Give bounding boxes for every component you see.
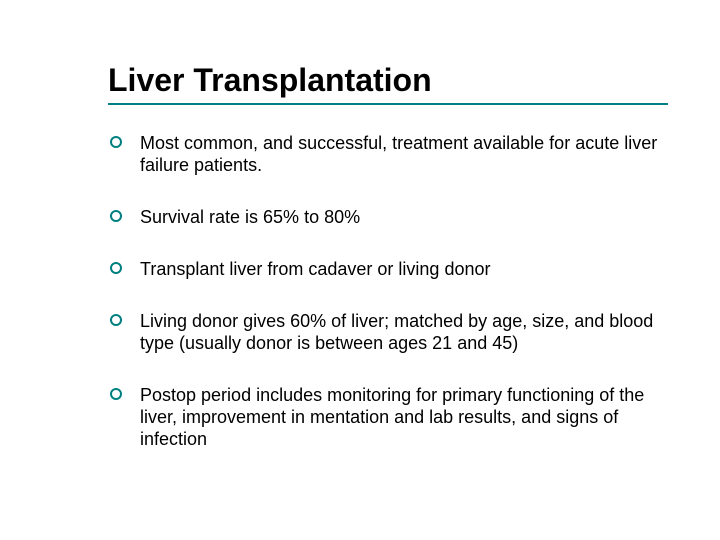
bullet-marker-icon (110, 136, 122, 148)
bullet-text: Postop period includes monitoring for pr… (140, 385, 644, 449)
title-underline (108, 103, 668, 105)
slide-title: Liver Transplantation (108, 62, 660, 99)
list-item: Living donor gives 60% of liver; matched… (110, 311, 660, 355)
bullet-text: Transplant liver from cadaver or living … (140, 259, 490, 279)
bullet-marker-icon (110, 262, 122, 274)
bullet-text: Survival rate is 65% to 80% (140, 207, 360, 227)
list-item: Survival rate is 65% to 80% (110, 207, 660, 229)
bullet-marker-icon (110, 210, 122, 222)
list-item: Postop period includes monitoring for pr… (110, 385, 660, 451)
bullet-marker-icon (110, 314, 122, 326)
bullet-list: Most common, and successful, treatment a… (110, 133, 660, 451)
bullet-text: Most common, and successful, treatment a… (140, 133, 657, 175)
list-item: Most common, and successful, treatment a… (110, 133, 660, 177)
list-item: Transplant liver from cadaver or living … (110, 259, 660, 281)
bullet-text: Living donor gives 60% of liver; matched… (140, 311, 653, 353)
slide: Liver Transplantation Most common, and s… (0, 0, 720, 540)
bullet-marker-icon (110, 388, 122, 400)
